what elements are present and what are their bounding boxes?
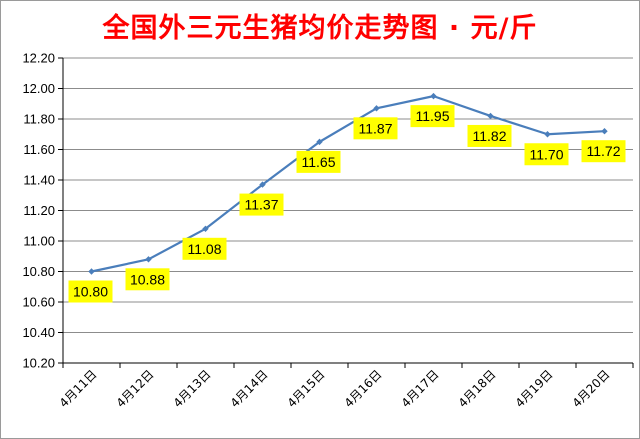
x-tick-label: 4月16日 [342,367,385,410]
y-axis-tick-labels: 10.20 10.40 10.60 10.80 11.00 11.20 11.40 11.60… [22,51,55,371]
x-tick-label: 4月20日 [570,367,613,410]
data-point-marker [259,181,266,188]
y-tick-label: 11.40 [23,173,55,188]
y-tick-label: 11.80 [23,112,55,127]
data-label: 11.82 [473,128,507,144]
x-tick-label: 4月15日 [285,367,328,410]
y-tick-label: 11.20 [23,203,55,218]
y-tick-label: 11.00 [23,234,55,249]
y-tick-label: 10.60 [22,295,55,310]
data-label: 11.08 [188,241,222,257]
data-label-background [296,150,341,173]
gridlines [63,57,633,364]
data-point-marker [430,92,437,100]
data-point-marker [373,105,380,112]
y-tick-label: 12.20 [22,51,55,66]
data-point-marker [145,256,152,263]
x-tick-label: 4月19日 [513,367,556,410]
x-tick-label: 4月13日 [171,367,214,410]
x-tick-label: 4月17日 [399,367,442,410]
data-label: 11.70 [530,146,564,162]
y-tick-label: 10.20 [22,356,55,371]
x-tick-label: 4月12日 [114,367,157,410]
y-tick-label: 11.60 [23,142,55,157]
data-label: 11.95 [416,108,450,124]
data-label-background [410,105,455,128]
data-label-background [125,268,170,291]
chart-title: 全国外三元生猪均价走势图 · 元/斤 [102,13,538,44]
y-tick-label: 10.80 [22,264,55,279]
data-labels: 10.80 10.88 11.08 11.37 11.65 11.87 11.95 11.82… [68,105,626,303]
data-label: 10.88 [130,271,165,287]
data-label: 11.72 [587,143,621,159]
data-label: 11.87 [359,120,393,136]
data-point-marker [88,268,95,275]
y-tick-label: 10.40 [22,325,55,340]
data-label: 11.65 [302,154,336,170]
x-tick-label: 4月14日 [228,367,271,410]
data-label-background [353,117,398,140]
data-label: 10.80 [73,284,108,300]
x-tick-label: 4月18日 [456,367,499,410]
data-label-background [182,237,227,260]
y-tick-label: 12.00 [22,81,55,96]
x-tick-label: 4月11日 [57,367,100,410]
data-label-background [68,280,113,303]
data-label-background [524,143,569,166]
data-point-marker [544,131,551,138]
series-line [91,95,605,273]
data-point-marker [487,112,494,120]
data-point-marker [601,128,608,135]
axes [58,57,634,368]
data-label-background [467,124,512,147]
series-line-group [88,92,608,275]
x-axis-tick-labels: 4月11日 4月12日 4月13日 4月14日 4月15日 4月16日 4月17日 4月18日… [57,367,613,410]
data-point-marker [316,138,323,146]
data-label-background [581,140,626,163]
data-label: 11.37 [245,197,279,213]
data-label-background [239,193,284,216]
data-point-marker [202,225,209,232]
